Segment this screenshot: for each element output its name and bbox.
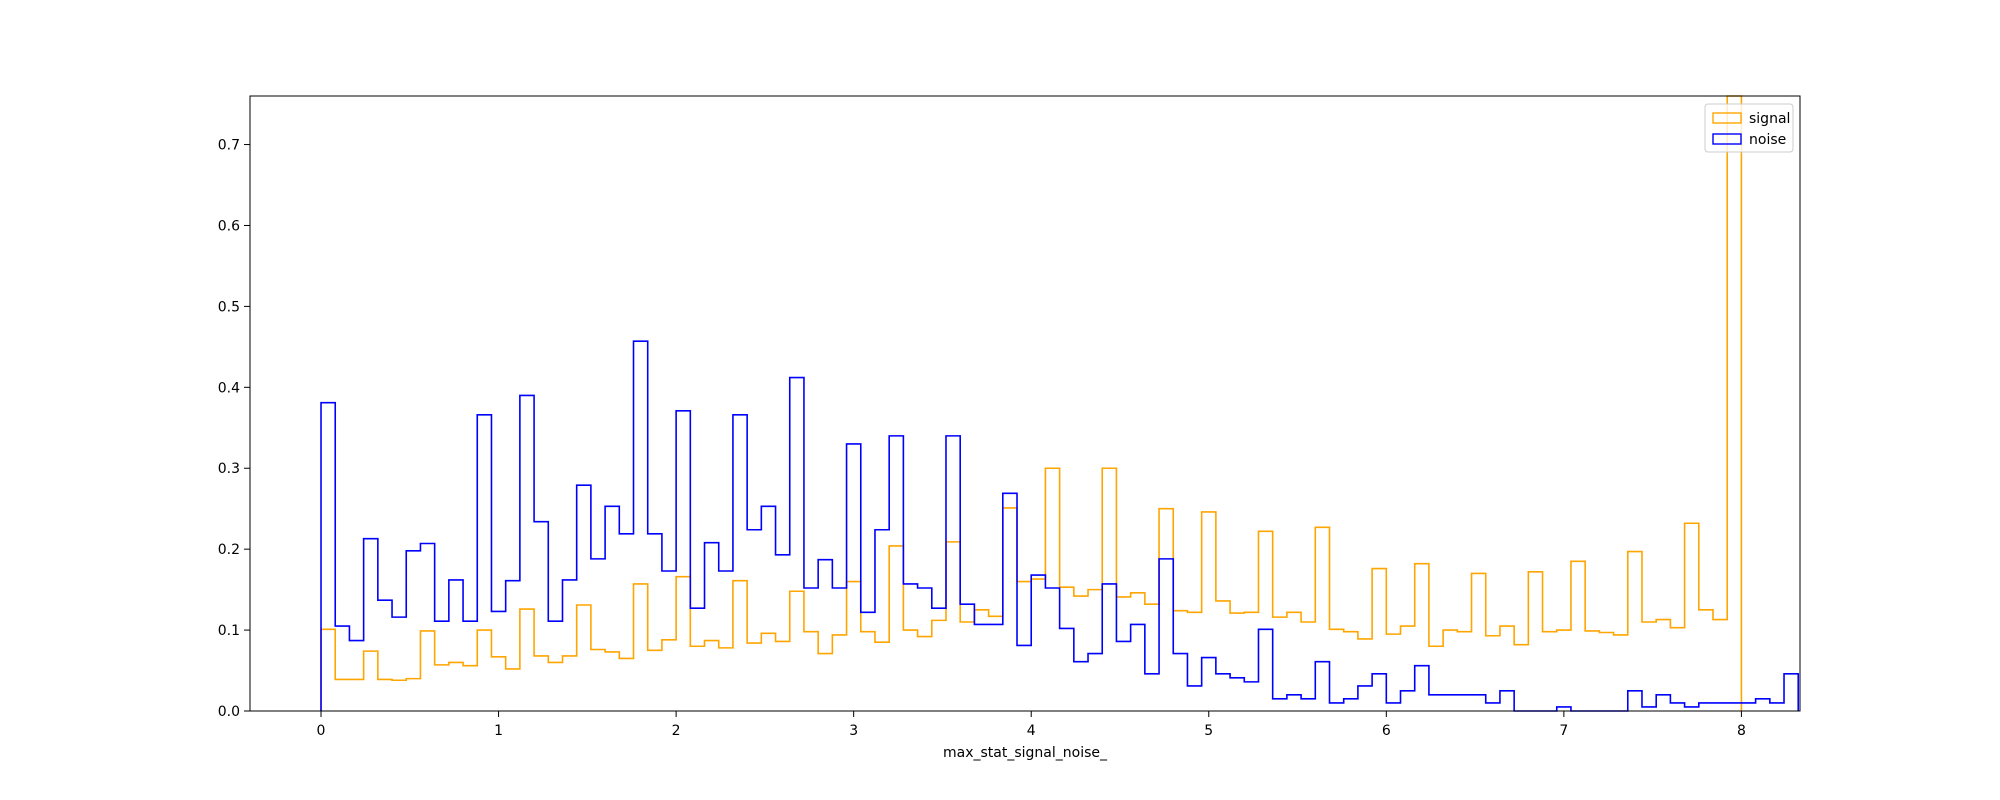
x-tick-label: 0 (317, 723, 326, 739)
x-tick-label: 5 (1204, 723, 1213, 739)
legend-box (1704, 103, 1794, 153)
y-tick-label: 0.2 (218, 542, 240, 558)
legend-label-noise: noise (1749, 132, 1786, 148)
x-tick-label: 4 (1027, 723, 1036, 739)
x-axis: 0 1 2 3 4 5 6 7 8 (317, 711, 1746, 739)
legend: signal noise (1704, 103, 1794, 153)
y-tick-label: 0.4 (218, 380, 240, 396)
y-tick-label: 0.1 (218, 623, 240, 639)
y-tick-label: 0.7 (218, 138, 240, 154)
x-tick-label: 6 (1382, 723, 1391, 739)
legend-swatch-signal (1712, 112, 1742, 124)
x-tick-label: 2 (672, 723, 681, 739)
y-tick-label: 0.5 (218, 299, 240, 315)
legend-label-signal: signal (1749, 111, 1790, 127)
series-layer (320, 95, 1800, 712)
legend-swatch-noise (1712, 133, 1742, 145)
x-axis-label: max_stat_signal_noise_ (943, 745, 1108, 761)
x-tick-label: 7 (1559, 723, 1568, 739)
y-tick-label: 0.3 (218, 461, 240, 477)
x-tick-label: 3 (849, 723, 858, 739)
y-tick-label: 0.6 (218, 218, 240, 234)
x-tick-label: 8 (1737, 723, 1746, 739)
y-tick-label: 0.0 (218, 704, 240, 720)
x-tick-label: 1 (494, 723, 503, 739)
plot-frame (249, 95, 1801, 712)
y-axis: 0.0 0.1 0.2 0.3 0.4 0.5 0.6 0.7 (218, 138, 250, 720)
series-noise-step (320, 340, 1800, 712)
